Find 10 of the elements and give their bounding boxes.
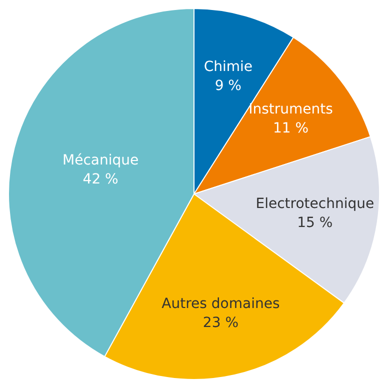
data-label: 15 % xyxy=(297,214,333,231)
slice-label: Instruments xyxy=(248,102,333,118)
slice-label: Mécanique xyxy=(62,152,139,169)
slice-label: Autres domaines xyxy=(162,296,280,312)
data-label: 42 % xyxy=(82,172,118,188)
data-label: 11 % xyxy=(272,120,309,137)
slice-label: Chimie xyxy=(204,59,252,76)
slice-label: Electrotechnique xyxy=(256,196,374,212)
data-label: 23 % xyxy=(202,315,238,332)
data-label: 9 % xyxy=(214,78,242,94)
